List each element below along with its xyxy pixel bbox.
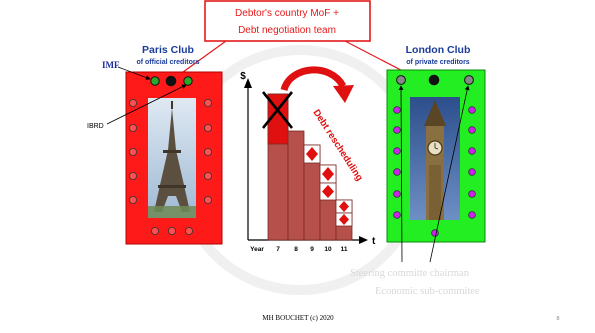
rescheduling-arrowhead xyxy=(333,85,354,103)
seat xyxy=(468,168,476,176)
bar-year-7-rescheduled xyxy=(267,93,289,145)
imf-seat xyxy=(150,76,160,86)
seat xyxy=(396,75,406,85)
footer-credit: MH BOUCHET (c) 2020 xyxy=(262,314,334,322)
page-number: 8 xyxy=(556,316,559,322)
economic-pointer xyxy=(429,85,470,263)
x-axis-arrowhead xyxy=(359,236,368,244)
steering-pointer xyxy=(398,85,404,263)
x-axis-symbol: t xyxy=(372,236,376,247)
imf-label: IMF xyxy=(102,60,120,70)
ibrd-pointer xyxy=(106,84,187,125)
seat xyxy=(203,195,212,204)
x-label-prefix: Year xyxy=(250,246,264,253)
paris-club-subtitle: of official creditors xyxy=(136,59,199,66)
seat xyxy=(203,124,212,133)
seat xyxy=(393,168,401,176)
chair-seat xyxy=(165,75,177,87)
seat xyxy=(150,226,159,235)
seat xyxy=(203,147,212,156)
imf-pointer xyxy=(117,66,151,80)
x-tick-10: 10 xyxy=(324,246,332,253)
seat xyxy=(468,126,476,134)
x-tick-7: 7 xyxy=(276,246,280,253)
x-tick-11: 11 xyxy=(341,246,348,253)
seat xyxy=(128,171,137,180)
seat xyxy=(468,211,476,219)
x-tick-8: 8 xyxy=(294,246,298,253)
paris-club-table xyxy=(125,71,223,245)
bar-year-8 xyxy=(287,130,305,241)
seat xyxy=(393,147,401,155)
seat xyxy=(431,229,439,237)
steering-note: Steering committe chairman xyxy=(350,268,470,279)
seat xyxy=(203,99,212,108)
rescheduling-chart: $ t Debt rescheduling xyxy=(240,66,376,253)
y-axis-symbol: $ xyxy=(240,71,246,82)
seat xyxy=(468,147,476,155)
seat xyxy=(184,226,193,235)
seat xyxy=(128,124,137,133)
seat xyxy=(464,75,474,85)
eiffel-tower-photo xyxy=(148,98,196,218)
seat xyxy=(393,211,401,219)
london-club-table xyxy=(386,69,486,243)
seat xyxy=(393,190,401,198)
seat xyxy=(468,190,476,198)
seat xyxy=(167,226,176,235)
seat xyxy=(128,147,137,156)
london-club-title: London Club xyxy=(406,44,471,56)
seat xyxy=(393,106,401,114)
seat xyxy=(128,99,137,108)
x-tick-9: 9 xyxy=(310,246,314,253)
rescheduling-curved-arrow xyxy=(280,66,347,92)
economic-note: Economic sub-commitee xyxy=(375,286,480,297)
ibrd-seat xyxy=(183,76,193,86)
rescheduled-blocks xyxy=(303,144,353,227)
ibrd-label: IBRD xyxy=(87,123,104,130)
big-ben-photo xyxy=(410,97,460,220)
seat xyxy=(128,195,137,204)
seat xyxy=(393,126,401,134)
seat xyxy=(203,171,212,180)
header-line-2: Debt negotiation team xyxy=(238,25,336,36)
header-line-1: Debtor's country MoF + xyxy=(235,8,339,19)
y-axis-arrowhead xyxy=(244,78,252,88)
header-box: Debtor's country MoF + Debt negotiation … xyxy=(204,0,371,42)
london-club-subtitle: of private creditors xyxy=(406,59,470,66)
chair-seat xyxy=(428,74,440,86)
seat xyxy=(468,106,476,114)
paris-club-title: Paris Club xyxy=(142,44,194,56)
cross-out-line-2 xyxy=(261,91,294,129)
